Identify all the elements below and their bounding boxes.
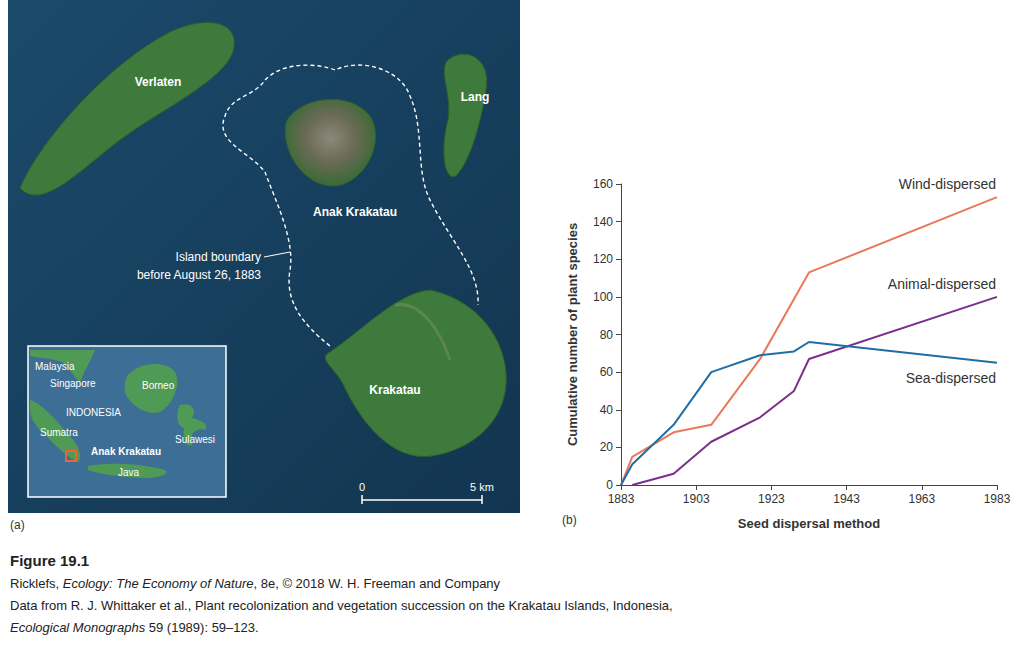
svg-text:Anak Krakatau: Anak Krakatau bbox=[313, 205, 397, 219]
svg-text:100: 100 bbox=[593, 290, 613, 304]
svg-text:160: 160 bbox=[593, 177, 613, 191]
svg-text:Borneo: Borneo bbox=[142, 380, 175, 391]
svg-text:Sumatra: Sumatra bbox=[40, 427, 78, 438]
svg-text:1963: 1963 bbox=[908, 492, 935, 506]
svg-text:20: 20 bbox=[600, 440, 614, 454]
svg-text:Lang: Lang bbox=[461, 90, 490, 104]
svg-text:Ricklefs, Ecology: The Economy: Ricklefs, Ecology: The Economy of Nature… bbox=[10, 576, 501, 591]
svg-text:Seed dispersal method: Seed dispersal method bbox=[738, 516, 880, 531]
svg-text:Sea-dispersed: Sea-dispersed bbox=[906, 370, 996, 386]
svg-text:1943: 1943 bbox=[833, 492, 860, 506]
svg-text:Krakatau: Krakatau bbox=[369, 383, 420, 397]
svg-text:before August 26, 1883: before August 26, 1883 bbox=[137, 268, 261, 282]
svg-text:1983: 1983 bbox=[984, 492, 1011, 506]
svg-text:Singapore: Singapore bbox=[50, 378, 96, 389]
svg-text:Figure 19.1: Figure 19.1 bbox=[10, 552, 89, 569]
svg-text:Ecological Monographs 59 (1989: Ecological Monographs 59 (1989): 59–123. bbox=[10, 620, 259, 635]
svg-text:0: 0 bbox=[606, 478, 613, 492]
svg-text:Wind-dispersed: Wind-dispersed bbox=[899, 176, 996, 192]
svg-text:INDONESIA: INDONESIA bbox=[66, 407, 121, 418]
svg-text:Malaysia: Malaysia bbox=[35, 361, 75, 372]
svg-text:40: 40 bbox=[600, 403, 614, 417]
svg-text:(b): (b) bbox=[562, 513, 577, 527]
svg-text:Sulawesi: Sulawesi bbox=[175, 434, 215, 445]
svg-text:Island boundary: Island boundary bbox=[176, 250, 261, 264]
svg-text:60: 60 bbox=[600, 365, 614, 379]
svg-text:Java: Java bbox=[118, 467, 140, 478]
svg-text:80: 80 bbox=[600, 328, 614, 342]
svg-text:120: 120 bbox=[593, 252, 613, 266]
svg-text:1923: 1923 bbox=[758, 492, 785, 506]
svg-text:Data from R. J. Whittaker et a: Data from R. J. Whittaker et al., Plant … bbox=[10, 598, 673, 613]
svg-text:1903: 1903 bbox=[683, 492, 710, 506]
svg-text:1883: 1883 bbox=[608, 492, 635, 506]
svg-text:Verlaten: Verlaten bbox=[135, 75, 182, 89]
svg-text:140: 140 bbox=[593, 215, 613, 229]
svg-text:Animal-dispersed: Animal-dispersed bbox=[888, 276, 996, 292]
svg-text:0: 0 bbox=[359, 481, 365, 493]
svg-text:(a): (a) bbox=[10, 518, 25, 532]
svg-text:5 km: 5 km bbox=[470, 481, 494, 493]
svg-text:Anak Krakatau: Anak Krakatau bbox=[91, 446, 161, 457]
svg-text:Cumulative number of plant spe: Cumulative number of plant species bbox=[565, 223, 580, 446]
